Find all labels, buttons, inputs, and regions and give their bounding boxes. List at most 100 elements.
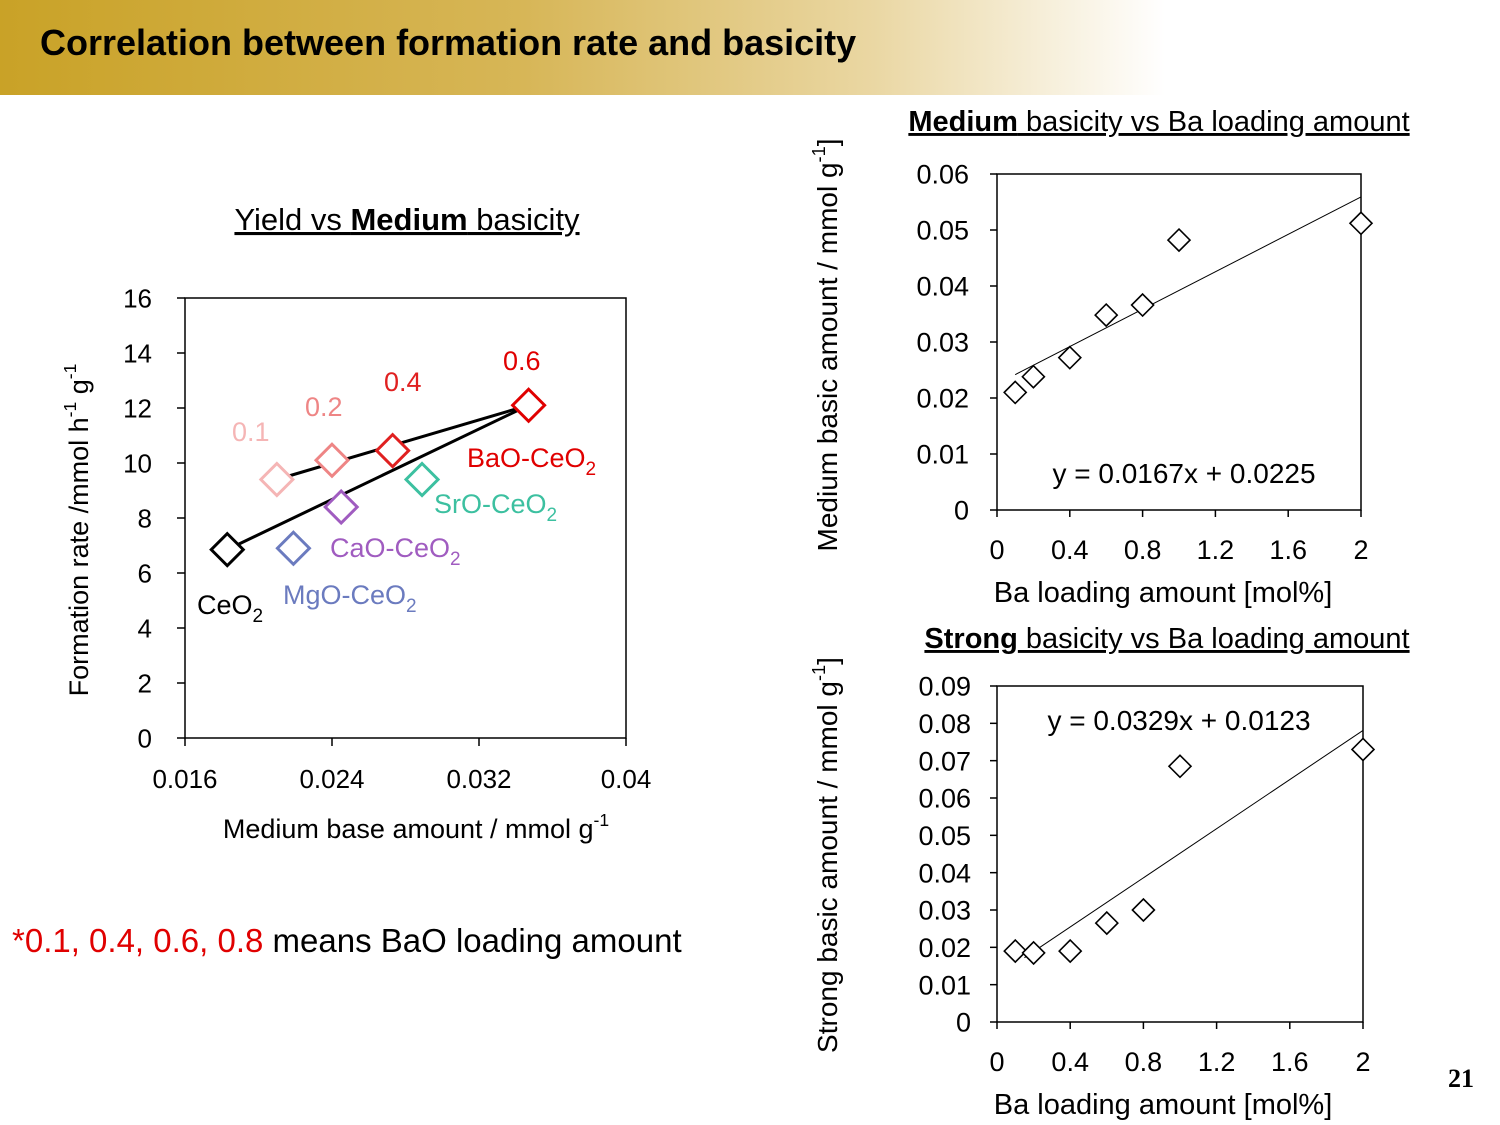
chart1-ytick-label: 4 [138, 613, 152, 643]
chart3-data-point [1003, 938, 1028, 964]
chart2-x-axis-label: Ba loading amount [mol%] [994, 577, 1333, 609]
chart1-point-marker [313, 442, 351, 479]
chart1-point-label-text: CeO [197, 590, 253, 620]
chart2-y-axis-label-sup: -1 [809, 146, 829, 162]
chart3-xtick-label: 0.8 [1125, 1047, 1163, 1077]
chart1-connector-line [226, 403, 530, 551]
chart2-xtick-label: 1.6 [1269, 535, 1307, 565]
chart3-data-point [1350, 737, 1376, 762]
slide-title: Correlation between formation rate and b… [40, 22, 857, 63]
chart1-point-label-text: BaO-CeO [467, 443, 586, 473]
note-marker: * [12, 922, 25, 959]
chart1-xtick-label: 0.016 [152, 764, 217, 794]
chart2-ytick-label: 0.05 [916, 216, 969, 246]
note-values: 0.1, 0.4, 0.6, 0.8 [24, 922, 264, 959]
chart1-y-axis-label-sup: -1 [60, 402, 80, 418]
chart3-ytick-label: 0.02 [918, 933, 971, 963]
chart1-ytick-label: 6 [138, 558, 152, 588]
note-text: means BaO loading amount [263, 922, 682, 959]
chart3-ytick-label: 0.06 [918, 784, 971, 814]
chart3-ytick-label: 0.09 [918, 672, 971, 702]
chart1-point-label-text: 0.1 [232, 417, 270, 447]
chart3-ytick-label: 0 [956, 1008, 971, 1038]
chart3-title: Strong basicity vs Ba loading amount [924, 623, 1409, 655]
chart1-ytick-label: 2 [138, 668, 152, 698]
chart1-point-label: 0.2 [305, 392, 343, 422]
chart3-ytick-label: 0.07 [918, 746, 971, 776]
chart2-data-point [1057, 345, 1082, 370]
chart1-y-axis-label-sup: -1 [60, 364, 80, 380]
chart1-point-label-text: CaO-CeO [330, 533, 450, 563]
chart3-data-point [1167, 754, 1193, 779]
chart1-x-axis-label: Medium base amount / mmol g-1 [223, 810, 609, 844]
chart1-point-marker [510, 387, 547, 424]
chart1-xtick-label: 0.04 [601, 764, 652, 794]
chart3-x-axis-label-text: Ba loading amount [mol%] [994, 1089, 1333, 1121]
chart3-data-point [1058, 938, 1083, 964]
chart3-x-axis-label: Ba loading amount [mol%] [994, 1089, 1333, 1121]
chart2-x-axis-label-text: Ba loading amount [mol%] [994, 577, 1333, 609]
chart1-title: Yield vs Medium basicity [234, 202, 580, 237]
chart1-point-label: MgO-CeO2 [283, 580, 417, 617]
chart1-point-label: SrO-CeO2 [434, 489, 557, 526]
chart1-point-label: CaO-CeO2 [330, 533, 461, 570]
chart2-title: Medium basicity vs Ba loading amount [908, 106, 1409, 138]
chart1-title-part: basicity [468, 202, 580, 237]
chart1-plot-frame [184, 297, 627, 739]
chart2-y-axis-label-text: Medium basic amount / mmol g [812, 162, 843, 551]
chart1-ytick-label: 8 [138, 503, 152, 533]
chart1-point-marker [275, 530, 312, 567]
chart3-y-axis-label-sup: -1 [809, 665, 829, 681]
chart2-data-point [1348, 211, 1374, 236]
chart1-ytick-label: 14 [123, 338, 152, 368]
chart1-y-axis-label-text: Formation rate /mmol h [64, 417, 94, 696]
chart1-ytick-label: 16 [123, 283, 152, 313]
chart1-xtick-label: 0.024 [299, 764, 364, 794]
chart1-ytick-label: 10 [123, 448, 152, 478]
chart1-y-axis-label-text: g [64, 379, 94, 402]
chart2-ytick-label: 0.03 [916, 328, 969, 358]
chart1-title-part: Yield vs [234, 202, 350, 237]
chart1-point-marker [403, 461, 441, 498]
chart1-point-label-sub: 2 [450, 549, 461, 570]
chart2-data-point [1021, 364, 1046, 389]
chart1-xtick-label: 0.032 [446, 764, 511, 794]
chart1-point-label-sub: 2 [406, 596, 417, 617]
chart1-point-label: 0.1 [232, 417, 270, 447]
chart2-data-point [1094, 302, 1119, 328]
chart3-ytick-label: 0.08 [918, 709, 971, 739]
chart1-point-label: 0.4 [384, 367, 422, 397]
chart3-title-bold: Strong [924, 623, 1017, 655]
chart1-point-label: CeO2 [197, 590, 263, 627]
chart2-ytick-label: 0.01 [916, 440, 969, 470]
chart2-xtick-label: 1.2 [1197, 535, 1235, 565]
chart3-xtick-label: 1.6 [1271, 1047, 1309, 1077]
chart1-point-marker [258, 461, 295, 498]
loading-note: *0.1, 0.4, 0.6, 0.8 means BaO loading am… [12, 922, 682, 960]
chart3-xtick-label: 0 [989, 1047, 1004, 1077]
page-number: 21 [1448, 1064, 1474, 1093]
chart3-y-axis-label-text: ] [812, 657, 843, 665]
chart1-x-axis-label-text: Medium base amount / mmol g [223, 814, 594, 844]
chart2-ytick-label: 0.04 [916, 272, 969, 302]
chart3-ytick-label: 0.03 [918, 896, 971, 926]
chart1-point-marker [323, 488, 360, 526]
chart2-ytick-label: 0.02 [916, 384, 969, 414]
chart3-data-point [1131, 897, 1156, 923]
chart1-point-marker [209, 531, 246, 568]
chart2-equation: y = 0.0167x + 0.0225 [1052, 458, 1315, 489]
chart3-plot-frame [996, 685, 1364, 1023]
chart1-point-label-sub: 2 [253, 606, 264, 627]
chart1-point-label-text: MgO-CeO [283, 580, 406, 610]
chart2-ytick-label: 0 [954, 496, 969, 526]
chart3-ytick-label: 0.05 [918, 821, 971, 851]
chart3-trendline [1024, 730, 1364, 959]
chart2-trendline [1014, 196, 1362, 376]
chart2-y-axis-label: Medium basic amount / mmol g-1] [809, 139, 843, 552]
chart1-ytick-label: 12 [123, 393, 152, 423]
chart1-y-axis-label: Formation rate /mmol h-1 g-1 [60, 364, 94, 697]
chart1-point-label-text: 0.6 [503, 346, 541, 376]
chart3-y-axis-label-text: Strong basic amount / mmol g [812, 681, 843, 1053]
chart1-point-label-text: SrO-CeO [434, 489, 547, 519]
chart3-xtick-label: 1.2 [1198, 1047, 1236, 1077]
